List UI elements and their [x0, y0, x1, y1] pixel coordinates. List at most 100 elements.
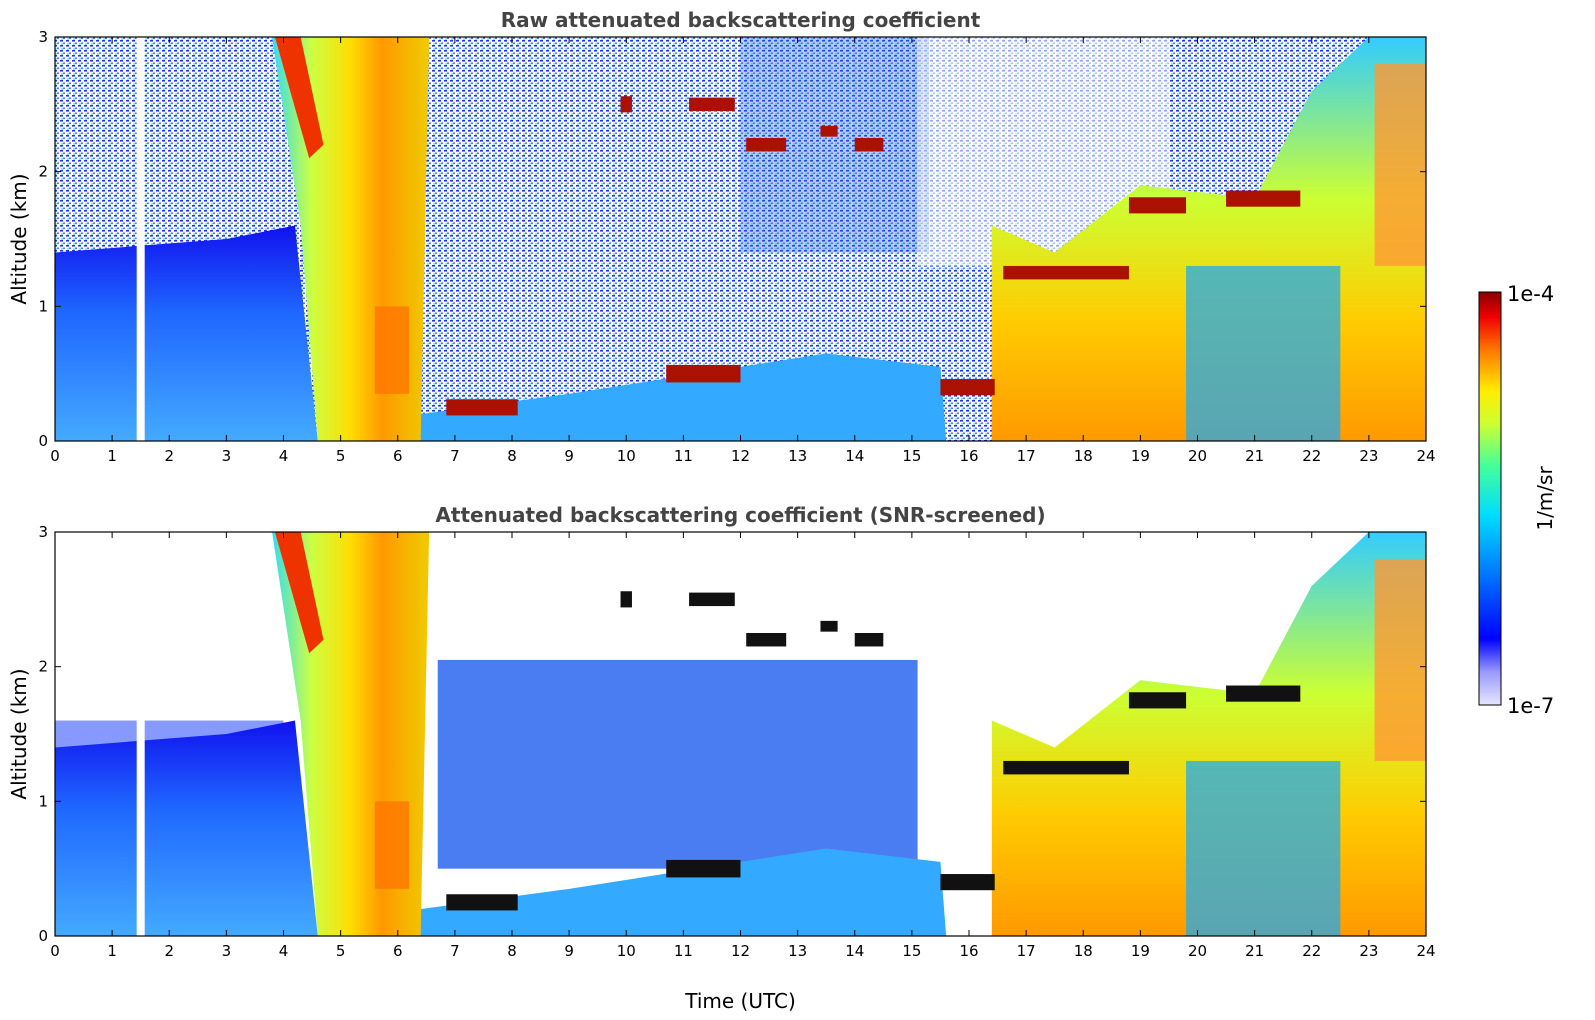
x-tick-label: 5 — [336, 942, 346, 960]
boundary-layer-morning — [55, 720, 318, 936]
x-tick-label: 18 — [1074, 942, 1093, 960]
x-tick-label: 23 — [1359, 942, 1378, 960]
cloud-layer-9 — [1128, 692, 1187, 709]
x-tick-label: 7 — [450, 942, 460, 960]
y-tick-label: 0 — [38, 927, 48, 945]
x-tick-label: 5 — [336, 447, 346, 465]
y-tick-label: 2 — [38, 163, 48, 181]
x-tick-label: 23 — [1359, 447, 1378, 465]
cloud-layer-11 — [1003, 265, 1129, 280]
x-tick-label: 6 — [393, 447, 403, 465]
x-tick-label: 15 — [902, 942, 921, 960]
x-tick-label: 20 — [1188, 447, 1207, 465]
data-gap-1 — [136, 37, 145, 441]
y-tick-label: 0 — [38, 432, 48, 450]
x-tick-label: 17 — [1017, 447, 1036, 465]
x-tick-label: 2 — [164, 942, 174, 960]
cloud-layer-8 — [854, 138, 884, 152]
x-tick-label: 0 — [50, 447, 60, 465]
plume-dense-region — [374, 306, 410, 394]
x-tick-label: 3 — [222, 447, 232, 465]
cloud-layer-5 — [689, 97, 735, 112]
x-tick-label: 11 — [674, 942, 693, 960]
cloud-layer-7 — [820, 620, 838, 632]
x-tick-label: 20 — [1188, 942, 1207, 960]
x-tick-label: 9 — [564, 447, 574, 465]
x-tick-label: 16 — [959, 447, 978, 465]
heatmap-image — [55, 532, 1426, 936]
cloud-layer-6 — [746, 633, 787, 647]
late-plume — [1374, 63, 1426, 266]
x-tick-label: 8 — [507, 942, 517, 960]
colorbar-unit-label: 1/m/sr — [1533, 466, 1557, 531]
x-tick-label: 24 — [1416, 942, 1435, 960]
x-tick-label: 8 — [507, 447, 517, 465]
heatmap-panel-1: 0 1 2 3 4 5 6 7 8 9 10 11 12 13 14 15 16 17 18 19 20 21 22 23 24… — [7, 8, 1436, 465]
cloud-layer-2 — [666, 859, 741, 878]
panel-title: Raw attenuated backscattering coefficien… — [501, 8, 981, 32]
x-tick-label: 1 — [107, 942, 117, 960]
x-tick-label: 12 — [731, 447, 750, 465]
x-tick-label: 14 — [845, 942, 864, 960]
mixing-layer-lower — [1186, 265, 1341, 441]
x-tick-label: 21 — [1245, 942, 1264, 960]
x-tick-label: 0 — [50, 942, 60, 960]
panel-title: Attenuated backscattering coefficient (S… — [435, 503, 1045, 527]
data-gap-1 — [136, 532, 145, 936]
cloud-layer-2 — [666, 364, 741, 383]
cloud-layer-4 — [620, 96, 632, 113]
x-tick-label: 10 — [617, 447, 636, 465]
boundary-layer-morning — [55, 225, 318, 441]
cloud-layer-6 — [746, 138, 787, 152]
cloud-layer-7 — [820, 125, 838, 137]
cloud-layer-3 — [940, 379, 995, 396]
cloud-layer-1 — [446, 399, 518, 416]
cloud-layer-3 — [940, 874, 995, 891]
y-tick-label: 3 — [38, 28, 48, 46]
y-axis-label: Altitude (km) — [7, 668, 31, 799]
x-tick-label: 14 — [845, 447, 864, 465]
cloud-layer-10 — [1226, 190, 1301, 207]
y-tick-label: 2 — [38, 658, 48, 676]
x-tick-label: 2 — [164, 447, 174, 465]
x-tick-label: 1 — [107, 447, 117, 465]
cloud-layer-10 — [1226, 685, 1301, 702]
late-plume — [1374, 558, 1426, 761]
x-tick-label: 4 — [279, 447, 289, 465]
x-tick-label: 17 — [1017, 942, 1036, 960]
x-tick-label: 9 — [564, 942, 574, 960]
x-tick-label: 19 — [1131, 942, 1150, 960]
heatmap-image — [55, 37, 1426, 441]
boundary-layer-midday — [420, 353, 947, 441]
y-tick-label: 1 — [38, 297, 48, 315]
x-tick-label: 4 — [279, 942, 289, 960]
cloud-layer-1 — [446, 894, 518, 911]
cloud-layer-8 — [854, 633, 884, 647]
cloud-layer-5 — [689, 592, 735, 607]
x-tick-label: 22 — [1302, 942, 1321, 960]
x-tick-label: 13 — [788, 447, 807, 465]
plume-core — [274, 532, 324, 654]
colorbar — [1478, 291, 1502, 706]
y-tick-label: 3 — [38, 523, 48, 541]
y-axis-label: Altitude (km) — [7, 173, 31, 304]
aerosol-layer — [437, 659, 918, 869]
x-axis-label: Time (UTC) — [684, 989, 796, 1013]
x-tick-label: 3 — [222, 942, 232, 960]
x-tick-label: 18 — [1074, 447, 1093, 465]
x-tick-label: 11 — [674, 447, 693, 465]
x-tick-label: 15 — [902, 447, 921, 465]
colorbar-min-label: 1e-7 — [1507, 694, 1554, 718]
colorbar-max-label: 1e-4 — [1507, 282, 1554, 306]
x-tick-label: 21 — [1245, 447, 1264, 465]
x-tick-label: 13 — [788, 942, 807, 960]
x-tick-label: 6 — [393, 942, 403, 960]
y-tick-label: 1 — [38, 792, 48, 810]
cloud-layer-9 — [1128, 197, 1187, 214]
x-tick-label: 19 — [1131, 447, 1150, 465]
heatmap-panel-2: 0 1 2 3 4 5 6 7 8 9 10 11 12 13 14 15 16 17 18 19 20 21 22 23 24… — [7, 503, 1436, 960]
plume-dense-region — [374, 801, 410, 889]
x-tick-label: 24 — [1416, 447, 1435, 465]
x-tick-label: 12 — [731, 942, 750, 960]
